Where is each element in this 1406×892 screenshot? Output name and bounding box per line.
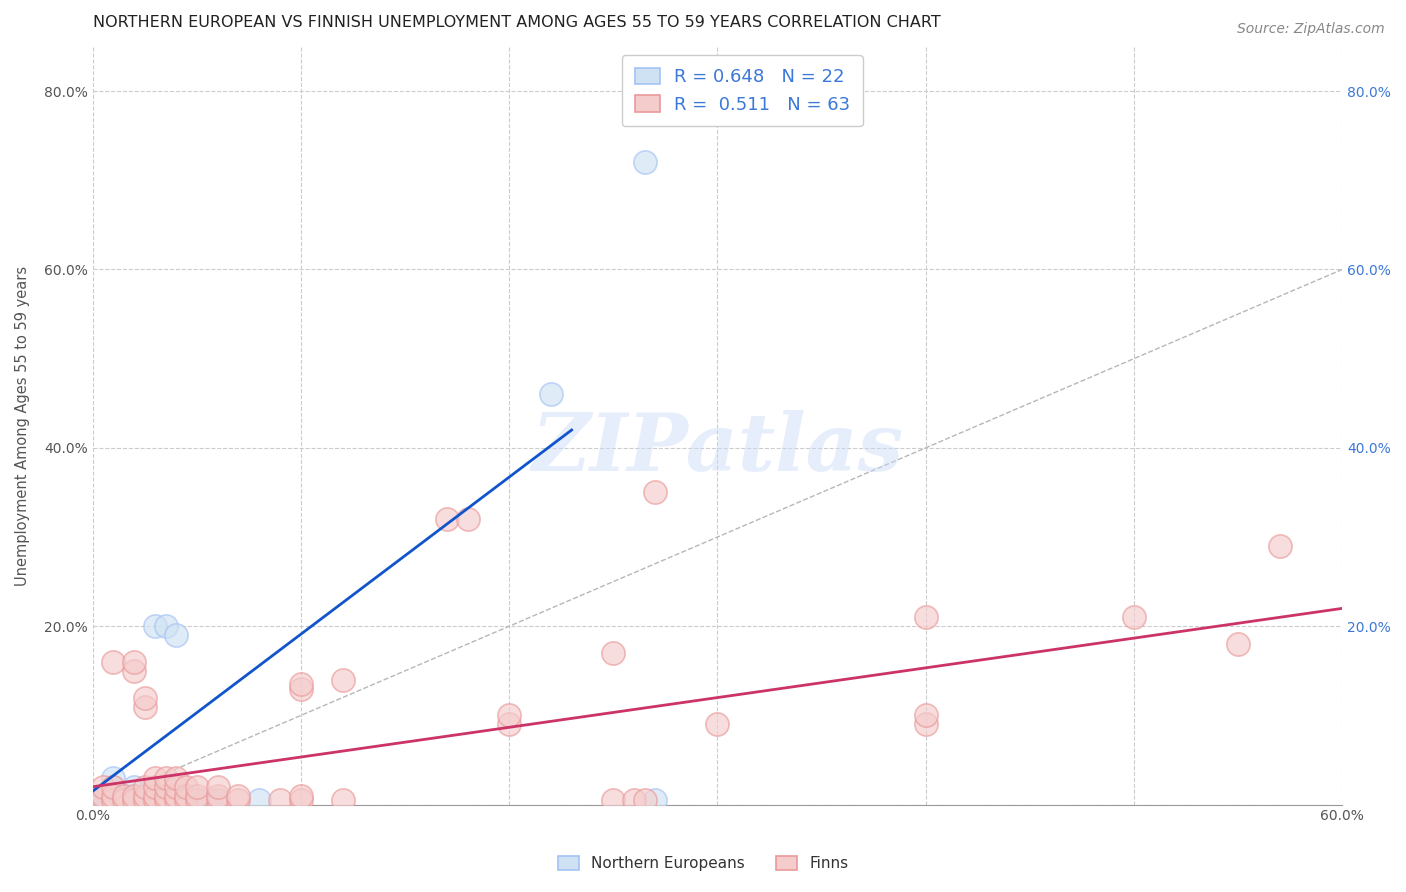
Point (186, 789, 208, 803)
Point (143, 789, 166, 803)
Point (103, 780, 125, 794)
Point (165, 793, 187, 807)
Point (228, 793, 250, 807)
Point (644, 793, 666, 807)
Point (706, 717, 728, 731)
Point (165, 771, 187, 785)
Point (290, 681, 312, 696)
Point (124, 789, 146, 803)
Point (165, 789, 187, 803)
Point (914, 610, 936, 624)
Point (124, 655, 146, 669)
Point (124, 664, 146, 678)
Point (247, 793, 270, 807)
Point (498, 708, 520, 723)
Point (290, 793, 312, 807)
Point (98, 793, 121, 807)
Point (498, 717, 520, 731)
Point (112, 793, 135, 807)
Point (436, 512, 458, 526)
Point (143, 780, 166, 794)
Point (207, 793, 229, 807)
Point (103, 793, 125, 807)
Point (165, 780, 187, 794)
Point (103, 771, 125, 785)
Point (155, 789, 177, 803)
Point (103, 789, 125, 803)
Point (186, 793, 208, 807)
Point (207, 793, 229, 807)
Point (207, 789, 229, 803)
Point (269, 793, 291, 807)
Point (176, 780, 198, 794)
Point (602, 646, 624, 660)
Point (91, 793, 114, 807)
Point (112, 789, 135, 803)
Point (124, 793, 146, 807)
Point (134, 789, 156, 803)
Point (112, 789, 135, 803)
Point (124, 780, 146, 794)
Point (914, 708, 936, 723)
Point (644, 485, 666, 500)
Point (91, 793, 114, 807)
Point (540, 387, 562, 401)
Text: NORTHERN EUROPEAN VS FINNISH UNEMPLOYMENT AMONG AGES 55 TO 59 YEARS CORRELATION : NORTHERN EUROPEAN VS FINNISH UNEMPLOYMEN… (93, 15, 941, 30)
Y-axis label: Unemployment Among Ages 55 to 59 years: Unemployment Among Ages 55 to 59 years (15, 266, 30, 585)
Point (457, 512, 479, 526)
Point (143, 619, 166, 633)
Point (914, 717, 936, 731)
Point (134, 793, 156, 807)
Text: ZIPatlas: ZIPatlas (531, 409, 904, 487)
Point (155, 771, 177, 785)
Point (91, 789, 114, 803)
Point (91, 789, 114, 803)
Point (1227, 637, 1250, 651)
Point (143, 771, 166, 785)
Point (1123, 610, 1146, 624)
Point (332, 673, 354, 687)
Legend: Northern Europeans, Finns: Northern Europeans, Finns (551, 850, 855, 877)
Text: Source: ZipAtlas.com: Source: ZipAtlas.com (1237, 22, 1385, 37)
Point (134, 699, 156, 714)
Point (143, 793, 166, 807)
Point (103, 789, 125, 803)
Point (124, 793, 146, 807)
Point (1268, 539, 1291, 553)
Point (186, 780, 208, 794)
Point (91, 780, 114, 794)
Point (290, 677, 312, 691)
Point (186, 793, 208, 807)
Point (228, 789, 250, 803)
Point (633, 793, 655, 807)
Point (155, 793, 177, 807)
Point (124, 789, 146, 803)
Point (176, 793, 198, 807)
Point (633, 155, 655, 169)
Point (103, 793, 125, 807)
Point (134, 793, 156, 807)
Point (155, 619, 177, 633)
Legend: R = 0.648   N = 22, R =  0.511   N = 63: R = 0.648 N = 22, R = 0.511 N = 63 (621, 55, 863, 127)
Point (290, 789, 312, 803)
Point (207, 780, 229, 794)
Point (134, 780, 156, 794)
Point (602, 793, 624, 807)
Point (103, 655, 125, 669)
Point (112, 793, 135, 807)
Point (155, 780, 177, 794)
Point (176, 789, 198, 803)
Point (623, 793, 645, 807)
Point (332, 793, 354, 807)
Point (134, 690, 156, 705)
Point (103, 780, 125, 794)
Point (165, 628, 187, 642)
